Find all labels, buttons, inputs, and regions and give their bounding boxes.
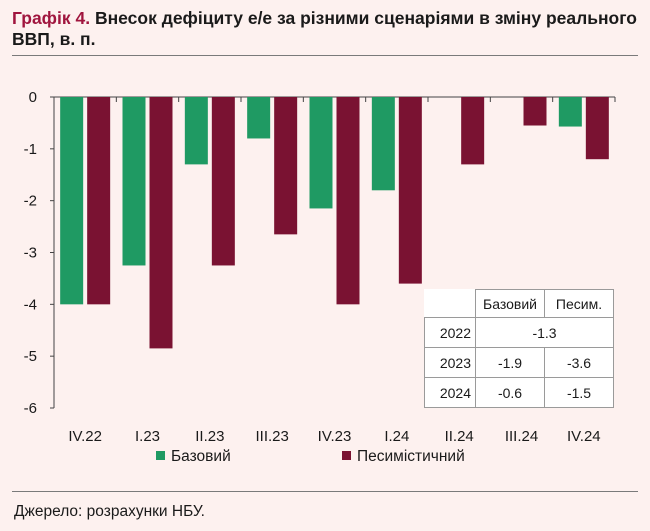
bar-base <box>184 97 208 165</box>
x-tick-label: IV.23 <box>318 428 352 445</box>
bar-pessimistic <box>461 97 485 165</box>
table-year-cell: 2022 <box>424 317 476 348</box>
bar-chart: IV.22 I.23 II.23 III.23 IV.23 I.24 II.24 III.24… <box>24 89 616 465</box>
legend-swatch-pessimistic <box>342 451 351 460</box>
bar-pessimistic <box>211 97 235 266</box>
x-tick-label: III.24 <box>505 428 538 445</box>
bar-pessimistic <box>149 97 173 349</box>
y-tick-label: -3 <box>24 245 37 262</box>
chart-legend: Базовий Песимістичний <box>156 448 465 465</box>
x-tick-labels: IV.22 I.23 II.23 III.23 IV.23 I.24 II.24 III.24… <box>68 428 600 445</box>
chart-axes <box>50 96 616 409</box>
y-tick-label: -5 <box>24 348 37 365</box>
source-note: Джерело: розрахунки НБУ. <box>14 503 205 520</box>
chart-number: Графік 4. <box>12 8 91 28</box>
chart-title: Графік 4. Внесок дефіциту е/е за різними… <box>12 8 640 50</box>
table-row: 2022 -1.3 <box>424 317 614 348</box>
table-year-cell: 2023 <box>424 347 476 378</box>
table-corner-cell <box>424 289 476 318</box>
bar-base <box>309 97 333 209</box>
x-tick-label: IV.22 <box>68 428 102 445</box>
x-tick-label: I.23 <box>135 428 160 445</box>
bar-base <box>558 97 582 127</box>
x-tick-label: II.24 <box>445 428 474 445</box>
bar-pessimistic <box>274 97 298 235</box>
title-divider <box>12 55 638 56</box>
y-tick-labels: 0 -1 -2 -3 -4 -5 -6 <box>24 89 37 417</box>
x-tick-label: III.23 <box>255 428 288 445</box>
bar-base <box>122 97 146 266</box>
legend-label-base: Базовий <box>171 448 231 465</box>
bar-pessimistic <box>398 97 422 284</box>
bar-pessimistic <box>87 97 111 305</box>
table-row: 2024 -0.6 -1.5 <box>424 377 614 408</box>
table-base-cell: -1.9 <box>475 347 545 378</box>
table-header-pessimistic: Песим. <box>544 289 614 318</box>
table-pessimistic-cell: -1.5 <box>544 377 614 408</box>
x-tick-label: IV.24 <box>567 428 601 445</box>
table-merged-cell: -1.3 <box>475 317 614 348</box>
table-pessimistic-cell: -3.6 <box>544 347 614 378</box>
footer-divider <box>12 491 638 492</box>
y-tick-label: -2 <box>24 193 37 210</box>
table-row: 2023 -1.9 -3.6 <box>424 347 614 378</box>
bar-pessimistic <box>336 97 360 305</box>
y-tick-label: -1 <box>24 141 37 158</box>
y-tick-label: -4 <box>24 296 37 313</box>
table-year-cell: 2024 <box>424 377 476 408</box>
bar-pessimistic <box>523 97 547 126</box>
x-tick-label: II.23 <box>195 428 224 445</box>
bar-base <box>371 97 395 191</box>
chart-bars <box>60 97 609 349</box>
y-tick-label: -6 <box>24 400 37 417</box>
x-tick-label: I.24 <box>384 428 409 445</box>
table-header-base: Базовий <box>475 289 545 318</box>
legend-swatch-base <box>156 451 165 460</box>
y-tick-label: 0 <box>29 89 37 106</box>
bar-pessimistic <box>585 97 609 160</box>
legend-label-pessimistic: Песимістичний <box>357 448 465 465</box>
bar-base <box>247 97 271 139</box>
scenario-table: Базовий Песим. 2022 -1.3 2023 -1.9 -3.6 … <box>424 289 614 408</box>
chart-title-block: Графік 4. Внесок дефіциту е/е за різними… <box>12 8 640 50</box>
table-header-row: Базовий Песим. <box>424 289 614 318</box>
chart-title-text: Внесок дефіциту е/е за різними сценаріям… <box>12 8 637 49</box>
bar-base <box>60 97 84 305</box>
table-base-cell: -0.6 <box>475 377 545 408</box>
